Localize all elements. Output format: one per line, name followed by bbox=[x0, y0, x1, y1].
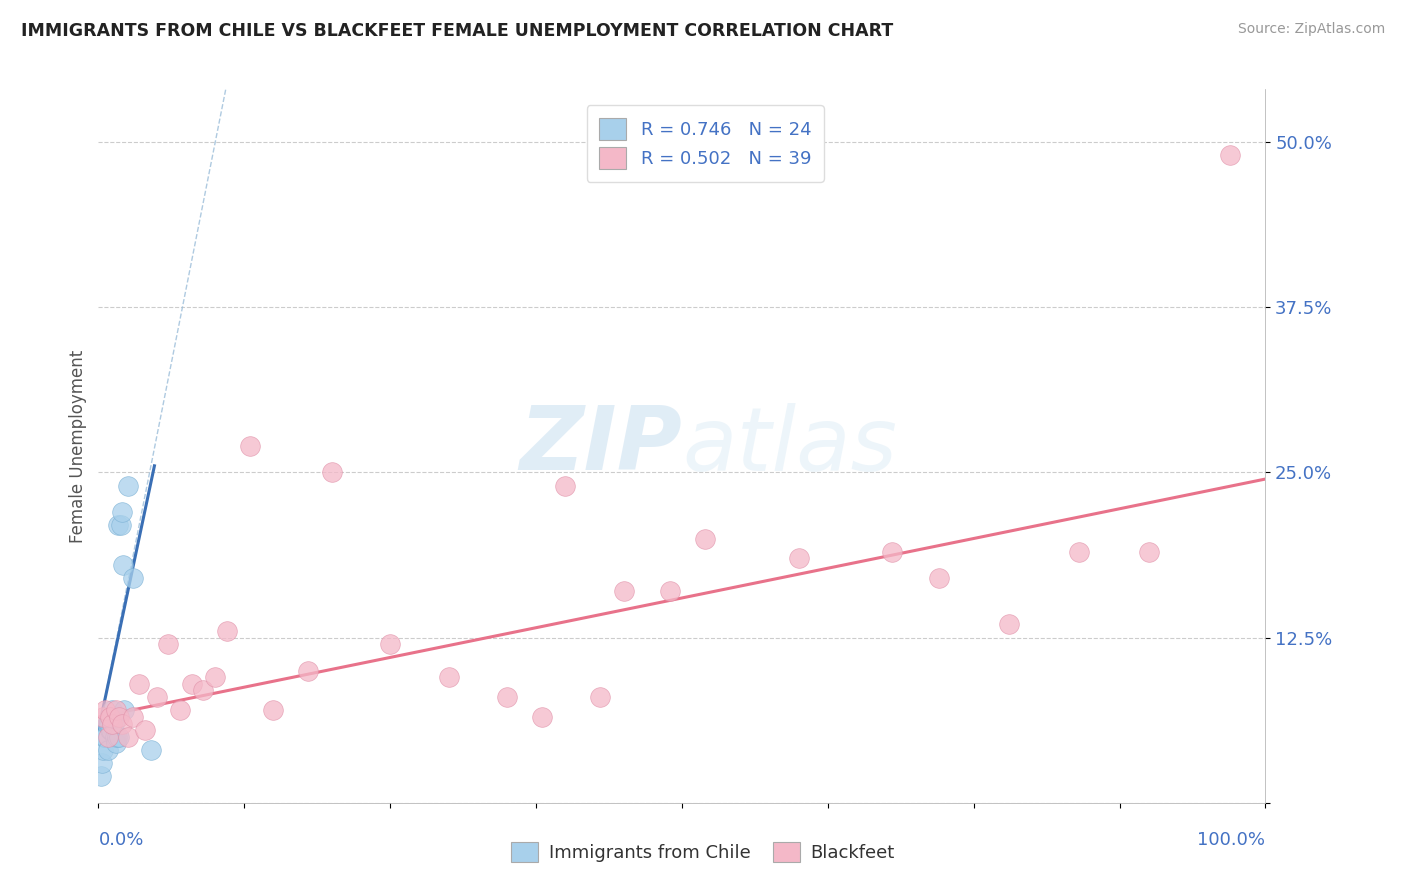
Point bbox=[111, 716, 134, 731]
Point bbox=[122, 571, 145, 585]
Text: 100.0%: 100.0% bbox=[1198, 831, 1265, 849]
Point bbox=[110, 518, 132, 533]
Point bbox=[100, 723, 122, 738]
Point bbox=[215, 624, 238, 638]
Point bbox=[997, 617, 1019, 632]
Point bbox=[157, 637, 180, 651]
Point bbox=[90, 756, 112, 771]
Point bbox=[101, 703, 124, 717]
Point bbox=[169, 703, 191, 717]
Point bbox=[98, 723, 121, 738]
Point bbox=[108, 710, 131, 724]
Text: atlas: atlas bbox=[682, 403, 897, 489]
Point bbox=[193, 683, 215, 698]
Point bbox=[495, 690, 517, 704]
Point bbox=[321, 466, 343, 480]
Point bbox=[134, 723, 156, 738]
Point bbox=[437, 670, 460, 684]
Text: IMMIGRANTS FROM CHILE VS BLACKFEET FEMALE UNEMPLOYMENT CORRELATION CHART: IMMIGRANTS FROM CHILE VS BLACKFEET FEMAL… bbox=[21, 22, 893, 40]
Point bbox=[93, 730, 115, 744]
Point bbox=[378, 637, 402, 651]
Point bbox=[107, 518, 129, 533]
Point bbox=[659, 584, 682, 599]
Point bbox=[98, 710, 121, 724]
Text: 0.0%: 0.0% bbox=[98, 831, 143, 849]
Point bbox=[695, 532, 717, 546]
Point bbox=[1067, 545, 1090, 559]
Point bbox=[108, 730, 131, 744]
Point bbox=[117, 730, 139, 744]
Point bbox=[589, 690, 612, 704]
Point bbox=[239, 439, 262, 453]
Text: ZIP: ZIP bbox=[519, 402, 682, 490]
Point bbox=[104, 730, 127, 744]
Point bbox=[180, 677, 202, 691]
Point bbox=[146, 690, 169, 704]
Legend: Immigrants from Chile, Blackfeet: Immigrants from Chile, Blackfeet bbox=[503, 835, 903, 870]
Point bbox=[97, 716, 120, 731]
Point bbox=[94, 730, 117, 744]
Point bbox=[880, 545, 903, 559]
Point bbox=[97, 743, 120, 757]
Point bbox=[1137, 545, 1160, 559]
Point bbox=[104, 703, 127, 717]
Point bbox=[94, 703, 117, 717]
Point bbox=[204, 670, 226, 684]
Legend: R = 0.746   N = 24, R = 0.502   N = 39: R = 0.746 N = 24, R = 0.502 N = 39 bbox=[586, 105, 824, 182]
Text: Source: ZipAtlas.com: Source: ZipAtlas.com bbox=[1237, 22, 1385, 37]
Point bbox=[104, 736, 127, 750]
Point bbox=[97, 730, 120, 744]
Point bbox=[103, 716, 125, 731]
Point bbox=[1219, 148, 1241, 162]
Point bbox=[128, 677, 150, 691]
Point bbox=[139, 743, 162, 757]
Point bbox=[117, 478, 139, 492]
Point bbox=[112, 703, 135, 717]
Point bbox=[101, 716, 124, 731]
Point bbox=[297, 664, 319, 678]
Point bbox=[96, 716, 118, 731]
Point bbox=[787, 551, 810, 566]
Point bbox=[111, 505, 134, 519]
Point bbox=[91, 743, 114, 757]
Point bbox=[111, 558, 134, 572]
Point bbox=[90, 769, 112, 783]
Point bbox=[105, 730, 128, 744]
Point bbox=[612, 584, 634, 599]
Point bbox=[122, 710, 145, 724]
Point bbox=[91, 710, 114, 724]
Point bbox=[554, 478, 576, 492]
Point bbox=[530, 710, 553, 724]
Y-axis label: Female Unemployment: Female Unemployment bbox=[69, 350, 87, 542]
Point bbox=[928, 571, 950, 585]
Point bbox=[262, 703, 284, 717]
